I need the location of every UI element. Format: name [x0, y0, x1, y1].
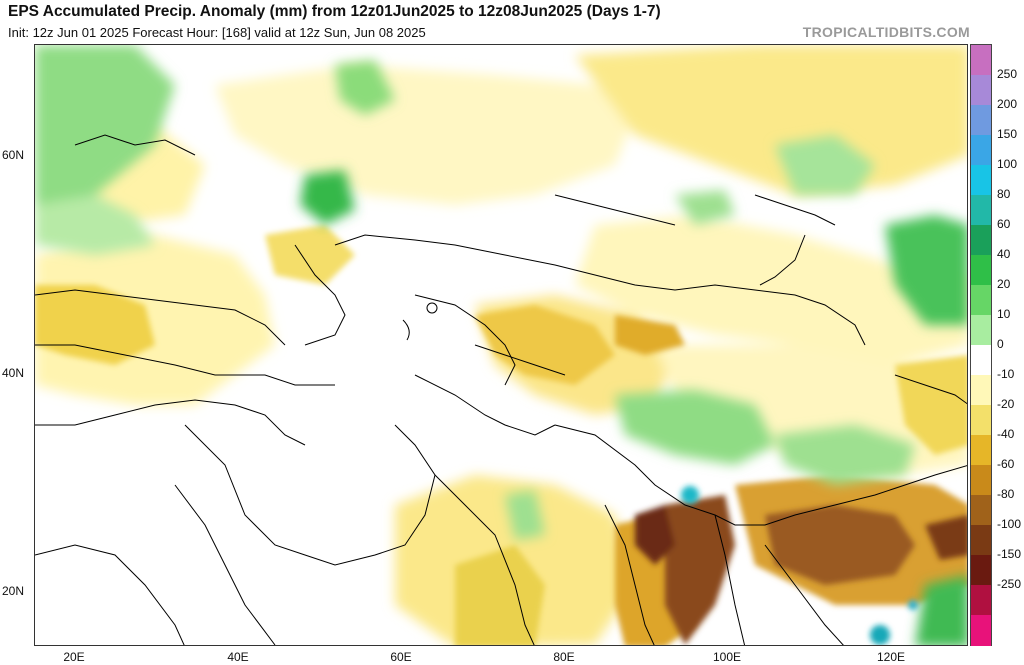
colorbar-segment: [971, 285, 991, 316]
colorbar-label: -150: [997, 547, 1022, 561]
wet-anomaly-area: [35, 45, 967, 645]
colorbar-label: -10: [997, 367, 1015, 381]
colorbar-label: 40: [997, 247, 1011, 261]
colorbar-segment: [971, 495, 991, 526]
colorbar-segment: [971, 195, 991, 226]
lon-label-60e: 60E: [390, 650, 412, 664]
colorbar-label: -100: [997, 517, 1022, 531]
colorbar-label: 250: [997, 67, 1018, 81]
colorbar-label: 150: [997, 127, 1018, 141]
precip-colorbar: [970, 44, 992, 646]
colorbar-segment: [971, 585, 991, 616]
brand-watermark: TROPICALTIDBITS.COM: [802, 24, 970, 40]
colorbar-segment: [971, 405, 991, 436]
country-borders: [35, 134, 967, 645]
colorbar-segment: [971, 375, 991, 406]
map-title: EPS Accumulated Precip. Anomaly (mm) fro…: [8, 3, 661, 20]
colorbar-segment: [971, 465, 991, 496]
lon-label-20e: 20E: [63, 650, 85, 664]
colorbar-segment: [971, 435, 991, 466]
colorbar-segment: [971, 135, 991, 166]
strong-wet-anomaly-spots: [681, 486, 918, 645]
lakes: [402, 302, 438, 341]
colorbar-segment: [971, 555, 991, 586]
colorbar-segment: [971, 165, 991, 196]
colorbar-label: 20: [997, 277, 1011, 291]
dry-anomaly-strong-area: [635, 495, 967, 645]
colorbar-segment: [971, 105, 991, 136]
colorbar-label: -40: [997, 427, 1015, 441]
colorbar-segment: [971, 315, 991, 346]
lon-label-120e: 120E: [876, 650, 906, 664]
lon-label-40e: 40E: [227, 650, 249, 664]
map-canvas: [35, 45, 967, 645]
lon-label-80e: 80E: [553, 650, 575, 664]
colorbar-label: -20: [997, 397, 1015, 411]
colorbar-segment: [971, 345, 991, 376]
colorbar-label: 100: [997, 157, 1018, 171]
lat-label-40n: 40N: [2, 366, 25, 380]
colorbar-label: -80: [997, 487, 1015, 501]
precip-anomaly-map: [34, 44, 968, 646]
colorbar-segment: [971, 225, 991, 256]
colorbar-label: -250: [997, 577, 1022, 591]
colorbar-label: 80: [997, 187, 1011, 201]
colorbar-segment: [971, 255, 991, 286]
colorbar-label: -60: [997, 457, 1015, 471]
map-subtitle: Init: 12z Jun 01 2025 Forecast Hour: [16…: [8, 25, 426, 40]
colorbar-segment: [971, 75, 991, 106]
colorbar-segment: [971, 45, 991, 76]
colorbar-label: 10: [997, 307, 1011, 321]
colorbar-label: 200: [997, 97, 1018, 111]
lat-label-60n: 60N: [2, 148, 25, 162]
colorbar-segment: [971, 525, 991, 556]
colorbar-label: 0: [997, 337, 1004, 351]
colorbar-label: 60: [997, 217, 1011, 231]
lat-label-20n: 20N: [2, 584, 25, 598]
lon-label-100e: 100E: [712, 650, 742, 664]
colorbar-segment: [971, 615, 991, 646]
